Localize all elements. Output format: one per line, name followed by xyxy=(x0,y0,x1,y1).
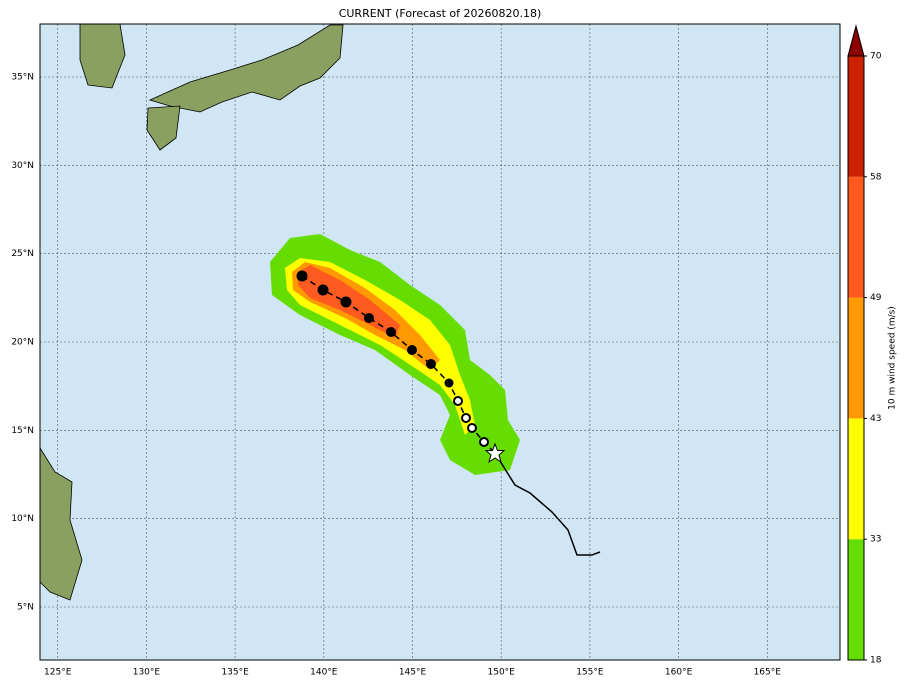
y-tick-label: 5°N xyxy=(17,603,34,613)
x-tick-label: 140°E xyxy=(310,668,338,678)
storm-point xyxy=(453,396,463,406)
kyushu xyxy=(146,105,181,151)
x-tick-label: 150°E xyxy=(488,668,516,678)
storm-point xyxy=(444,378,454,388)
colorbar-tick-label: 18 xyxy=(870,656,882,666)
x-tick-label: 135°E xyxy=(221,668,249,678)
y-tick-label: 35°N xyxy=(11,73,34,83)
colorbar-segment xyxy=(848,297,864,419)
y-tick-label: 25°N xyxy=(11,249,34,259)
storm-point xyxy=(461,413,471,423)
colorbar-extend xyxy=(847,24,865,57)
y-tick-label: 30°N xyxy=(11,161,34,171)
storm-point xyxy=(386,327,396,337)
x-tick-label: 160°E xyxy=(665,668,693,678)
storm-point xyxy=(296,270,308,282)
x-tick-label: 155°E xyxy=(576,668,604,678)
colorbar-segment xyxy=(848,539,864,660)
colorbar-tick-label: 49 xyxy=(870,293,882,303)
storm-point xyxy=(364,313,374,323)
storm-point xyxy=(467,423,477,433)
forecast-points xyxy=(296,270,489,447)
storm-point xyxy=(317,284,329,296)
colorbar-tick-label: 58 xyxy=(870,172,882,182)
x-tick-label: 125°E xyxy=(44,668,72,678)
colorbar-tick-label: 33 xyxy=(870,535,881,545)
colorbar-tick-label: 43 xyxy=(870,414,881,424)
x-tick-label: 130°E xyxy=(133,668,161,678)
storm-point xyxy=(340,296,352,308)
storm-point xyxy=(479,437,489,447)
y-tick-label: 20°N xyxy=(11,338,34,348)
colorbar-frame xyxy=(847,55,865,661)
x-tick-label: 165°E xyxy=(754,668,782,678)
x-tick-label: 145°E xyxy=(399,668,427,678)
title: CURRENT (Forecast of 20260820.18) xyxy=(339,7,542,20)
colorbar-segment xyxy=(848,56,864,177)
colorbar-tick-label: 70 xyxy=(870,52,882,62)
current-position xyxy=(484,442,506,464)
colorbar-segment xyxy=(848,176,864,298)
colorbar: 18 33 43 49 58 70 10 m wind speed (m/s) xyxy=(847,24,898,666)
track xyxy=(296,270,601,556)
philippines xyxy=(39,446,83,601)
past-track xyxy=(494,452,601,556)
colorbar-label: 10 m wind speed (m/s) xyxy=(888,306,898,410)
storm-point xyxy=(407,345,417,355)
y-tick-label: 10°N xyxy=(11,514,34,524)
y-tick-label: 15°N xyxy=(11,426,34,436)
honshu xyxy=(148,24,344,113)
colorbar-segment xyxy=(848,418,864,540)
map-frame xyxy=(39,23,841,661)
storm-point xyxy=(426,359,436,369)
